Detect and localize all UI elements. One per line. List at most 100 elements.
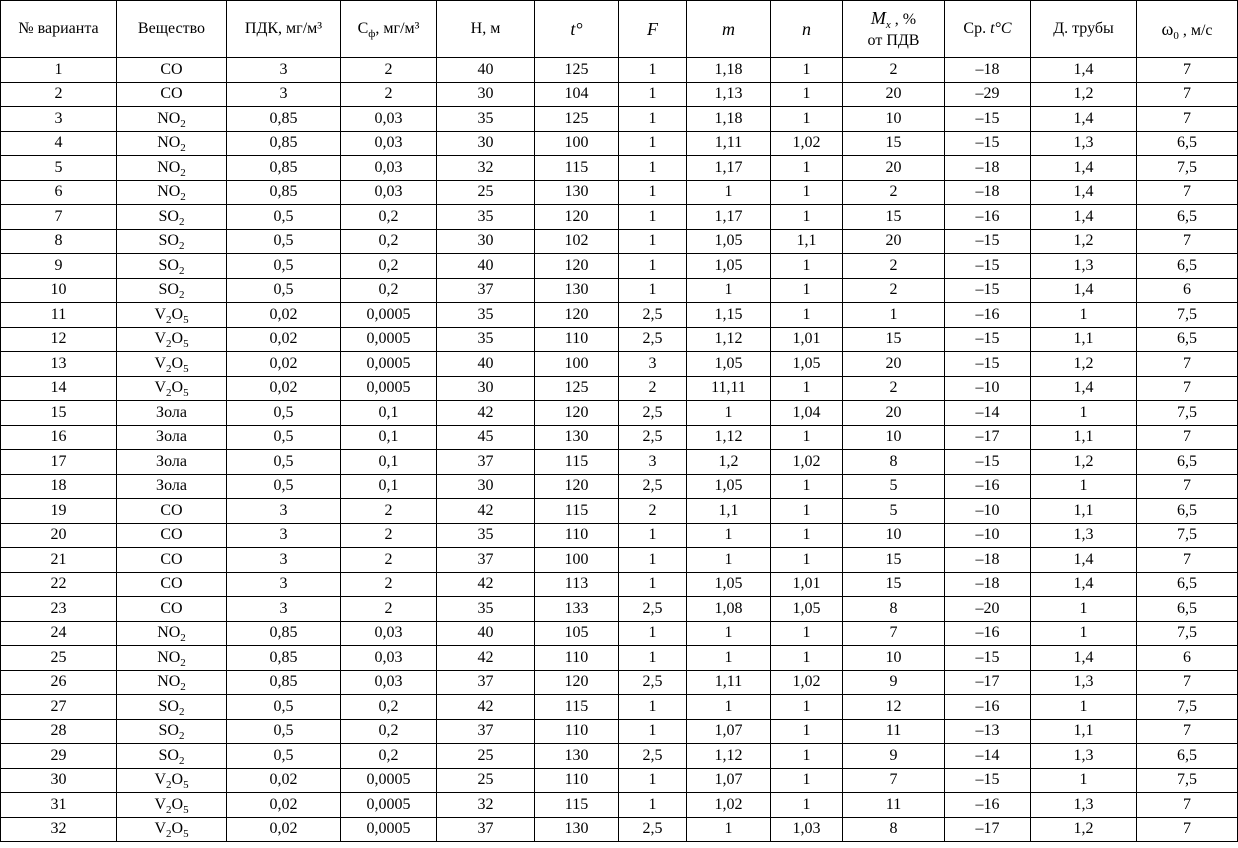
cell-t: 110 [534, 522, 619, 548]
cell-mx: 10 [842, 424, 945, 450]
cell-w0: 7 [1136, 424, 1238, 450]
cell-m: 1,07 [686, 767, 771, 793]
cell-m: 1 [686, 522, 771, 548]
cell-pdk: 0,85 [226, 179, 341, 205]
cell-substance: NO2 [116, 130, 227, 156]
cell-t: 115 [534, 498, 619, 524]
cell-cf: 0,2 [340, 253, 437, 279]
cell-f: 1 [618, 179, 687, 205]
cell-cf: 0,2 [340, 743, 437, 769]
cell-t: 120 [534, 400, 619, 426]
cell-pipe: 1 [1030, 302, 1137, 328]
cell-avgt: –16 [944, 473, 1031, 499]
cell-m: 1 [686, 179, 771, 205]
cell-mx: 8 [842, 449, 945, 475]
cell-substance: V2O5 [116, 326, 227, 352]
substance-subscript: 2 [180, 117, 186, 130]
cell-substance: SO2 [116, 694, 227, 720]
cell-no: 27 [0, 694, 117, 720]
table-row: 24 NO2 0,85 0,03 40 105 1 1 1 7 –16 1 7,5 [0, 620, 1238, 646]
cell-mx: 10 [842, 106, 945, 132]
substance-text: CO [160, 575, 183, 593]
cell-t: 120 [534, 669, 619, 695]
cell-pdk: 0,5 [226, 277, 341, 303]
cell-t: 104 [534, 81, 619, 107]
cell-h: 35 [436, 522, 535, 548]
substance-subscript: 5 [183, 313, 189, 326]
cell-h: 35 [436, 106, 535, 132]
cell-avgt: –15 [944, 130, 1031, 156]
cell-cf: 0,03 [340, 620, 437, 646]
cell-mx: 2 [842, 253, 945, 279]
cell-pipe: 1 [1030, 473, 1137, 499]
substance-subscript: 2 [180, 656, 186, 669]
cell-pdk: 0,5 [226, 694, 341, 720]
cell-pipe: 1,1 [1030, 424, 1137, 450]
cell-n: 1,05 [770, 351, 843, 377]
cell-no: 15 [0, 400, 117, 426]
cell-n: 1 [770, 645, 843, 671]
cell-f: 1 [618, 792, 687, 818]
substance-subscript: 2 [180, 191, 186, 204]
cell-pdk: 0,5 [226, 228, 341, 254]
cell-mx: 11 [842, 792, 945, 818]
cell-avgt: –15 [944, 277, 1031, 303]
cell-substance: CO [116, 81, 227, 107]
cell-pipe: 1,4 [1030, 571, 1137, 597]
cell-cf: 2 [340, 522, 437, 548]
cell-t: 110 [534, 767, 619, 793]
cell-pdk: 0,5 [226, 473, 341, 499]
cell-m: 11,11 [686, 375, 771, 401]
cell-h: 30 [436, 473, 535, 499]
cell-no: 5 [0, 155, 117, 181]
cell-h: 25 [436, 179, 535, 205]
cell-f: 1 [618, 718, 687, 744]
cell-pipe: 1,1 [1030, 498, 1137, 524]
cell-substance: Зола [116, 400, 227, 426]
cell-w0: 6,5 [1136, 253, 1238, 279]
substance-subscript: 2 [166, 828, 172, 841]
cell-avgt: –15 [944, 326, 1031, 352]
cell-w0: 6,5 [1136, 596, 1238, 622]
cell-no: 20 [0, 522, 117, 548]
cell-pdk: 0,85 [226, 669, 341, 695]
cell-n: 1 [770, 375, 843, 401]
cell-f: 2 [618, 498, 687, 524]
cell-t: 130 [534, 743, 619, 769]
cell-t: 115 [534, 792, 619, 818]
cell-m: 1 [686, 645, 771, 671]
cell-h: 45 [436, 424, 535, 450]
cell-n: 1,02 [770, 130, 843, 156]
header-variant: № варианта [0, 0, 117, 58]
cell-pipe: 1,4 [1030, 277, 1137, 303]
cell-f: 2,5 [618, 743, 687, 769]
cell-w0: 6,5 [1136, 571, 1238, 597]
cell-h: 40 [436, 620, 535, 646]
cell-avgt: –18 [944, 571, 1031, 597]
cell-cf: 0,1 [340, 449, 437, 475]
cell-no: 4 [0, 130, 117, 156]
substance-text: SO [158, 697, 179, 715]
cell-avgt: –15 [944, 449, 1031, 475]
cell-f: 2,5 [618, 424, 687, 450]
cell-substance: NO2 [116, 155, 227, 181]
cell-h: 35 [436, 596, 535, 622]
cell-n: 1 [770, 253, 843, 279]
cell-m: 1,05 [686, 351, 771, 377]
substance-text: NO [157, 183, 181, 201]
cell-pdk: 0,5 [226, 204, 341, 230]
cell-substance: CO [116, 571, 227, 597]
substance-subscript: 5 [183, 338, 189, 351]
cell-f: 1 [618, 547, 687, 573]
cell-m: 1 [686, 620, 771, 646]
header-pdk: ПДК, мг/м³ [226, 0, 341, 58]
cell-f: 2,5 [618, 326, 687, 352]
substance-text: CO [160, 550, 183, 568]
cell-substance: SO2 [116, 718, 227, 744]
cell-w0: 7,5 [1136, 400, 1238, 426]
cell-substance: V2O5 [116, 302, 227, 328]
table-row: 7 SO2 0,5 0,2 35 120 1 1,17 1 15 –16 1,4 6,5 [0, 204, 1238, 230]
cell-t: 115 [534, 155, 619, 181]
cell-cf: 0,0005 [340, 351, 437, 377]
cell-h: 42 [436, 498, 535, 524]
